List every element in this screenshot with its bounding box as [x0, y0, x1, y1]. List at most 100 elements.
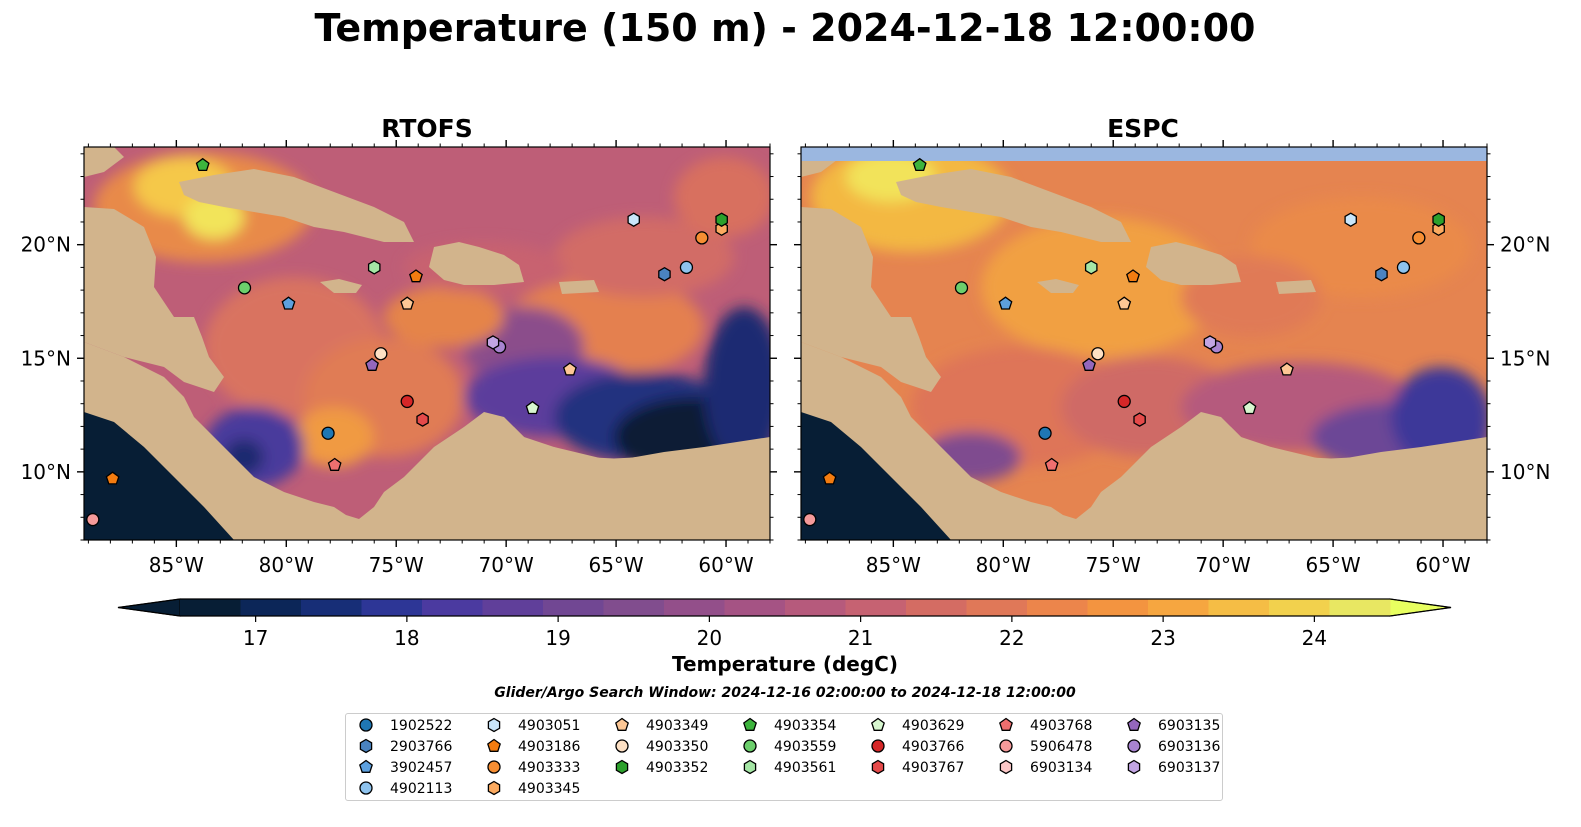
colorbar-bin: [785, 599, 846, 616]
legend-marker-4903629: [871, 717, 885, 731]
legend-marker-4903354: [743, 717, 757, 731]
float-marker-6903137: [486, 335, 500, 350]
float-marker-4903561: [1084, 260, 1098, 275]
legend-label: 4903345: [518, 781, 580, 797]
legend-marker-2903766: [359, 738, 373, 754]
float-marker-4903333: [695, 231, 709, 245]
float-marker-4903350: [374, 347, 388, 361]
float-marker-4903561: [367, 260, 381, 275]
legend-marker-6903135: [1127, 717, 1141, 731]
float-marker-2903766: [658, 266, 671, 282]
colorbar-bin: [240, 599, 302, 616]
x-tick-label: 80°W: [976, 553, 1031, 577]
legend-label: 4903051: [518, 718, 580, 734]
float-marker-4903349: [1279, 362, 1294, 376]
legend-label: 1902522: [390, 718, 452, 734]
legend-label: 4903561: [774, 760, 836, 776]
colorbar-tick-label: 23: [1150, 626, 1175, 650]
float-marker-4902113: [679, 260, 694, 275]
float-marker-4903051: [627, 212, 640, 227]
float-marker-4903352: [1432, 212, 1445, 227]
legend-label: 4903186: [518, 739, 580, 755]
panel-espc: ESPC 85°W 80°W 75°W 70°W 65°W 60°W 10°N 15°N 20°…: [794, 114, 1550, 577]
float-marker-4903186: [1126, 269, 1140, 283]
search-window-caption: Glider/Argo Search Window: 2024-12-16 02…: [494, 685, 1076, 701]
colorbar-tick-label: 17: [243, 626, 268, 650]
legend-label: 4903349: [646, 718, 708, 734]
markers-espc: [803, 157, 1445, 527]
float-marker-4903349: [1117, 296, 1132, 310]
float-marker-4903349: [400, 296, 415, 310]
x-tick-label: 70°W: [479, 553, 534, 577]
float-marker-4903768: [1044, 457, 1059, 471]
x-tick-label: 80°W: [259, 553, 314, 577]
float-marker-4903186: [105, 471, 120, 485]
colorbar-tick-label: 20: [697, 626, 722, 650]
legend-marker-4903186: [487, 738, 501, 752]
legend-marker-6903136: [1127, 739, 1141, 753]
panel-frame-rtofs: [83, 146, 771, 541]
float-marker-4903345: [1432, 221, 1445, 237]
legend-label: 4903767: [902, 760, 964, 776]
x-tick-label: 85°W: [149, 553, 204, 577]
colorbar-bin: [1027, 599, 1088, 616]
colorbar-bin: [1087, 599, 1149, 616]
colorbar-tick-label: 24: [1302, 626, 1327, 650]
legend-marker-4903333: [487, 760, 501, 774]
legend-marker-4903349: [615, 717, 629, 731]
legend-label: 4903333: [518, 760, 580, 776]
legend-marker-4903345: [487, 780, 501, 796]
legend-label: 4903352: [646, 760, 708, 776]
colorbar-bin: [1269, 599, 1330, 616]
colorbar-bin: [664, 599, 725, 616]
legend-marker-4903767: [871, 759, 885, 775]
float-marker-4903186: [822, 471, 837, 485]
legend-label: 4903354: [774, 718, 836, 734]
float-marker-4902113: [1396, 260, 1411, 275]
colorbar-bin: [543, 599, 604, 616]
colorbar-bin: [301, 599, 362, 616]
ticks-espc: 85°W 80°W 75°W 70°W 65°W 60°W 10°N 15°N 20°N: [794, 140, 1550, 577]
legend-marker-4903766: [871, 739, 885, 753]
float-marker-3902457: [998, 296, 1013, 310]
legend-label: 2903766: [390, 739, 452, 755]
legend-label: 5906478: [1030, 739, 1092, 755]
colorbar-tick-label: 18: [394, 626, 419, 650]
colorbar-tick-label: 19: [545, 626, 570, 650]
colorbar-extend-high: [1389, 598, 1452, 617]
float-marker-4903559: [954, 281, 969, 295]
colorbar-bin: [422, 599, 483, 616]
legend-marker-3902457: [359, 759, 373, 773]
float-marker-4903767: [1133, 412, 1146, 427]
float-marker-6903137: [1203, 335, 1217, 350]
float-marker-4903186: [409, 269, 423, 283]
legend-label: 6903134: [1030, 760, 1092, 776]
float-marker-4903767: [416, 412, 429, 427]
colorbar-bin: [361, 599, 423, 616]
float-marker-4903349: [562, 362, 577, 376]
legend-marker-5906478: [999, 739, 1013, 753]
legend-label: 6903137: [1158, 760, 1220, 776]
float-marker-5906478: [803, 512, 817, 527]
legend-marker-4903768: [999, 717, 1013, 731]
float-marker-4903354: [912, 157, 927, 172]
legend-marker-4903561: [743, 759, 757, 775]
x-tick-label: 75°W: [1086, 553, 1141, 577]
float-marker-4903345: [715, 221, 728, 237]
float-marker-4903354: [195, 157, 210, 172]
colorbar-bin: [724, 599, 786, 616]
colorbar-bin: [966, 599, 1028, 616]
legend-marker-6903137: [1127, 759, 1141, 775]
float-marker-1902522: [1038, 426, 1052, 440]
x-tick-label: 65°W: [1305, 553, 1360, 577]
y-tick-label: 15°N: [21, 346, 71, 370]
legend-label: 4903766: [902, 739, 964, 755]
legend-marker-4903559: [743, 739, 757, 753]
figure-title: Temperature (150 m) - 2024-12-18 12:00:0…: [314, 6, 1255, 50]
float-marker-4903768: [327, 457, 342, 471]
x-tick-label: 70°W: [1196, 553, 1251, 577]
x-tick-label: 65°W: [588, 553, 643, 577]
float-marker-4903766: [400, 394, 414, 409]
float-marker-4903333: [1412, 231, 1426, 245]
panel-rtofs: RTOFS 85°W 80°W 75°W 70°W 65°W 60°W 10°N 15°N 20…: [21, 114, 777, 577]
